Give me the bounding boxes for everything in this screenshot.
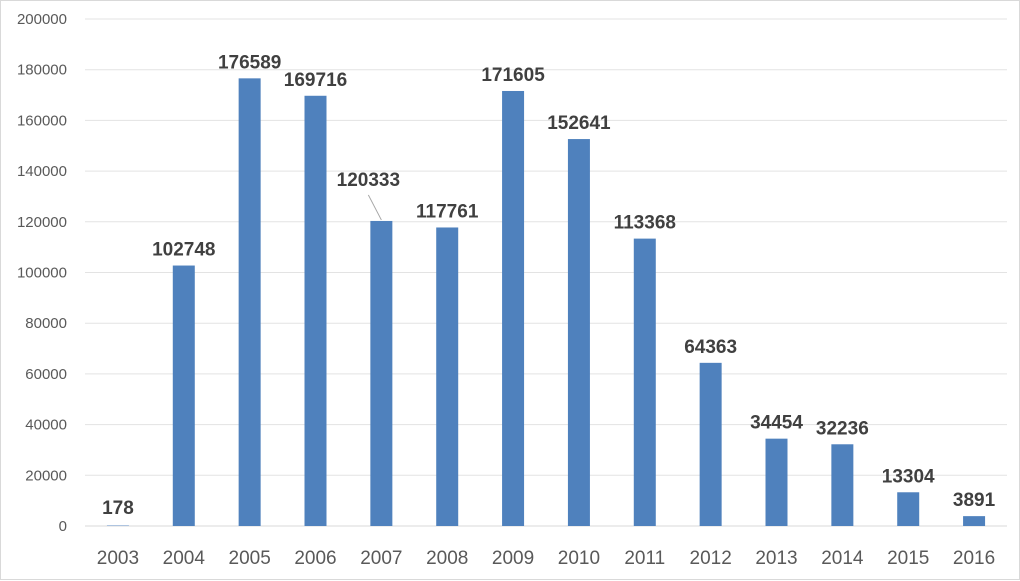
x-tick-label: 2012	[690, 548, 732, 569]
bar	[766, 439, 788, 526]
bar	[370, 221, 392, 526]
x-tick-label: 2007	[360, 548, 402, 569]
x-tick-label: 2015	[887, 548, 929, 569]
bar	[173, 266, 195, 526]
bar	[963, 516, 985, 526]
bar	[502, 91, 524, 526]
x-tick-label: 2011	[624, 548, 665, 569]
y-tick-label: 20000	[25, 467, 67, 484]
bar	[897, 492, 919, 526]
data-label: 178	[102, 498, 134, 519]
x-tick-label: 2003	[97, 548, 139, 569]
x-tick-label: 2013	[755, 548, 797, 569]
data-label: 64363	[684, 337, 737, 358]
data-label: 171605	[481, 65, 545, 86]
y-tick-label: 200000	[17, 11, 67, 28]
y-tick-label: 80000	[25, 315, 67, 332]
data-label: 13304	[882, 466, 935, 487]
bar	[239, 78, 261, 526]
data-label: 152641	[547, 113, 611, 134]
bar	[831, 444, 853, 526]
y-tick-label: 140000	[17, 163, 67, 180]
bar	[568, 139, 590, 526]
leader-line	[368, 195, 381, 220]
data-label: 32236	[816, 418, 869, 439]
bar	[700, 363, 722, 526]
bar	[634, 239, 656, 526]
x-tick-label: 2010	[558, 548, 600, 569]
y-tick-label: 160000	[17, 112, 67, 129]
data-label: 3891	[953, 490, 996, 511]
x-tick-label: 2006	[294, 548, 336, 569]
data-label: 102748	[152, 240, 215, 261]
bar	[305, 96, 327, 526]
x-tick-label: 2014	[821, 548, 864, 569]
x-tick-label: 2004	[163, 548, 206, 569]
data-label: 113368	[614, 213, 676, 234]
data-label: 169716	[284, 70, 347, 91]
y-tick-label: 0	[59, 518, 67, 535]
x-tick-label: 2009	[492, 548, 534, 569]
y-tick-label: 100000	[17, 265, 67, 282]
x-tick-label: 2016	[953, 548, 995, 569]
y-tick-label: 180000	[17, 62, 67, 79]
x-tick-label: 2008	[426, 548, 468, 569]
y-tick-label: 60000	[25, 366, 67, 383]
data-label: 120333	[337, 170, 400, 191]
data-label: 176589	[218, 52, 281, 73]
x-tick-label: 2005	[229, 548, 271, 569]
y-tick-label: 40000	[25, 417, 67, 434]
data-label: 34454	[750, 413, 803, 434]
data-label: 117761	[416, 201, 479, 222]
y-tick-label: 120000	[17, 214, 67, 231]
bar	[436, 227, 458, 526]
